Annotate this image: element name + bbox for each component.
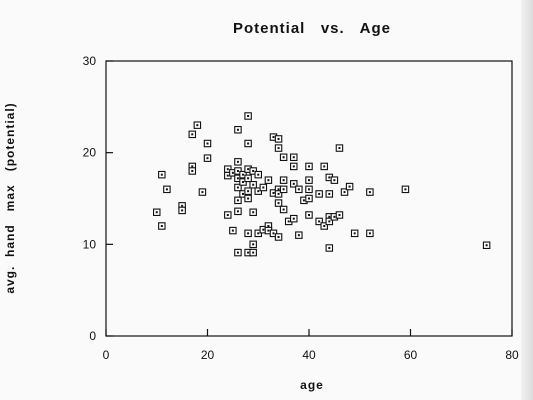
data-point — [244, 174, 252, 183]
data-point — [249, 208, 257, 217]
data-point — [234, 183, 242, 192]
data-point — [366, 188, 374, 196]
data-point — [234, 248, 242, 257]
data-point — [178, 206, 186, 215]
data-point — [274, 144, 283, 152]
data-point — [482, 241, 491, 250]
data-point — [249, 248, 257, 257]
data-point — [290, 214, 298, 223]
data-point — [244, 229, 252, 238]
data-point — [340, 188, 349, 196]
x-tick-label: 0 — [103, 348, 110, 362]
data-point — [234, 207, 242, 216]
data-points — [153, 112, 491, 257]
data-point — [158, 170, 166, 179]
data-point — [279, 176, 288, 184]
data-point — [295, 231, 303, 239]
data-point — [234, 126, 242, 134]
data-point — [295, 185, 303, 194]
page-edge — [521, 0, 533, 400]
data-point — [279, 205, 288, 214]
y-tick-label: 20 — [83, 146, 97, 160]
x-axis: 0 20 40 60 80 — [103, 329, 519, 362]
data-point — [335, 144, 344, 152]
data-point — [198, 188, 207, 196]
data-point — [244, 187, 252, 195]
data-point — [305, 176, 313, 184]
data-point — [244, 139, 252, 148]
data-point — [345, 182, 354, 191]
data-point — [325, 217, 334, 226]
data-point — [305, 162, 313, 171]
data-point — [325, 244, 334, 252]
data-point — [330, 176, 339, 184]
data-point — [290, 162, 298, 171]
data-point — [290, 180, 298, 188]
data-point — [259, 183, 268, 192]
data-point — [315, 217, 323, 226]
x-tick-label: 20 — [201, 348, 215, 362]
data-point — [279, 153, 288, 162]
y-tick-label: 0 — [89, 329, 96, 343]
data-point — [249, 181, 257, 189]
data-point — [153, 208, 161, 217]
data-point — [320, 222, 328, 230]
x-tick-label: 40 — [302, 348, 316, 362]
data-point — [264, 176, 273, 184]
data-point — [203, 154, 212, 162]
y-axis: 0 10 20 30 — [83, 54, 113, 343]
data-point — [188, 130, 197, 139]
data-point — [274, 199, 283, 207]
x-tick-label: 60 — [404, 348, 418, 362]
data-point — [244, 194, 252, 203]
data-point — [163, 185, 171, 194]
data-point — [279, 185, 288, 194]
data-point — [249, 240, 257, 249]
y-tick-label: 30 — [83, 54, 97, 68]
chart-title: Potential vs. Age — [233, 20, 391, 37]
data-point — [274, 233, 283, 241]
y-tick-label: 10 — [83, 237, 97, 251]
data-point — [203, 139, 212, 148]
data-point — [350, 229, 359, 238]
data-point — [229, 226, 237, 235]
x-axis-label: age — [300, 378, 324, 392]
data-point — [335, 211, 344, 219]
data-point — [305, 185, 313, 194]
data-point — [274, 135, 283, 143]
data-point — [234, 158, 242, 166]
x-tick-label: 80 — [505, 348, 519, 362]
data-point — [401, 185, 410, 194]
data-point — [158, 222, 166, 230]
data-point — [366, 229, 374, 238]
data-point — [315, 190, 323, 198]
data-point — [193, 121, 202, 129]
data-point — [320, 162, 328, 171]
data-point — [305, 194, 313, 203]
data-point — [274, 190, 283, 198]
data-point — [254, 170, 263, 179]
data-point — [224, 211, 232, 219]
data-point — [188, 167, 197, 175]
data-point — [325, 190, 334, 198]
data-point — [244, 112, 252, 120]
data-point — [305, 211, 313, 219]
y-axis-label: avg. hand max (potential) — [3, 102, 17, 293]
data-point — [290, 153, 298, 162]
data-point — [234, 196, 242, 205]
